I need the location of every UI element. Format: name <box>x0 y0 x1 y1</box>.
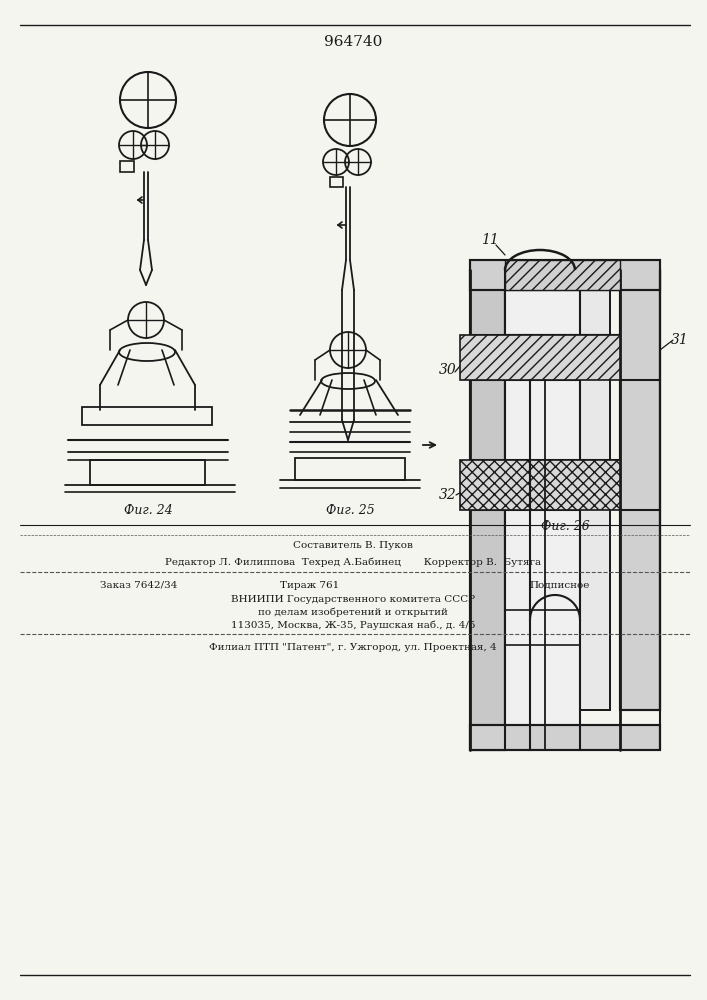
Bar <box>470 270 505 750</box>
Bar <box>82 407 212 425</box>
Text: Заказ 7642/34: Заказ 7642/34 <box>100 580 177 589</box>
Bar <box>90 460 205 485</box>
Bar <box>470 270 505 750</box>
Bar <box>620 270 660 710</box>
Text: 964740: 964740 <box>324 35 382 49</box>
Bar <box>470 260 660 290</box>
Text: ВНИИПИ Государственного комитета СССР: ВНИИПИ Государственного комитета СССР <box>231 594 475 603</box>
Bar <box>470 725 660 750</box>
Bar <box>580 270 610 710</box>
Bar <box>470 260 660 290</box>
Text: 113035, Москва, Ж-35, Раушская наб., д. 4/5: 113035, Москва, Ж-35, Раушская наб., д. … <box>230 620 475 630</box>
Text: Тираж 761: Тираж 761 <box>281 580 339 589</box>
Text: Фиг. 26: Фиг. 26 <box>541 520 590 534</box>
Bar <box>460 335 620 380</box>
Text: Фиг. 25: Фиг. 25 <box>326 504 375 516</box>
Text: Подписное: Подписное <box>530 580 590 589</box>
Text: Редактор Л. Филиппова  Техред А.Бабинец       Корректор В.  Бутяга: Редактор Л. Филиппова Техред А.Бабинец К… <box>165 557 541 567</box>
Text: Фиг. 24: Фиг. 24 <box>124 504 173 516</box>
Bar <box>470 725 660 750</box>
Bar <box>580 270 610 710</box>
Bar <box>505 270 580 750</box>
Bar <box>330 177 343 187</box>
Bar <box>620 270 660 710</box>
Text: 32: 32 <box>439 488 457 502</box>
Text: Составитель В. Пуков: Составитель В. Пуков <box>293 540 413 550</box>
Bar <box>460 460 620 510</box>
Text: Филиал ПТП "Патент", г. Ужгород, ул. Проектная, 4: Филиал ПТП "Патент", г. Ужгород, ул. Про… <box>209 643 497 652</box>
Bar <box>120 161 134 172</box>
Bar <box>295 458 405 480</box>
Bar <box>505 260 620 290</box>
Text: 30: 30 <box>439 363 457 377</box>
Text: 31: 31 <box>671 333 689 347</box>
Text: по делам изобретений и открытий: по делам изобретений и открытий <box>258 607 448 617</box>
Text: 11: 11 <box>481 233 499 247</box>
